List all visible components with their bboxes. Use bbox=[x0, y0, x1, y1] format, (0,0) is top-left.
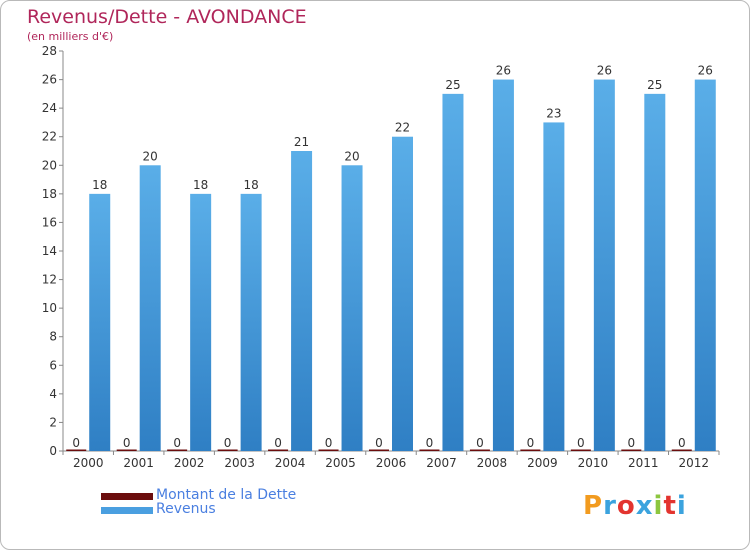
y-tick-label: 14 bbox=[42, 244, 57, 258]
legend-swatch-revenus bbox=[101, 507, 153, 514]
bar-revenus bbox=[593, 79, 615, 452]
bar-dette bbox=[520, 449, 541, 451]
y-tick-label: 2 bbox=[49, 415, 57, 429]
bar-dette bbox=[116, 449, 137, 451]
legend-label-dette: Montant de la Dette bbox=[156, 487, 297, 503]
y-tick-label: 4 bbox=[49, 387, 57, 401]
x-tick-label: 2010 bbox=[578, 456, 609, 470]
data-label-dette: 0 bbox=[173, 436, 181, 450]
x-tick-label: 2001 bbox=[123, 456, 154, 470]
data-label-revenus: 22 bbox=[395, 121, 410, 135]
bar-revenus bbox=[694, 79, 716, 452]
y-tick-label: 24 bbox=[42, 101, 57, 115]
bar-dette bbox=[671, 449, 692, 451]
chart-title: Revenus/Dette - AVONDANCE bbox=[27, 6, 307, 28]
data-label-dette: 0 bbox=[72, 436, 80, 450]
logo-letter: i bbox=[653, 491, 664, 521]
data-label-revenus: 26 bbox=[698, 64, 713, 78]
bar-dette bbox=[369, 449, 389, 451]
bar-revenus bbox=[341, 165, 363, 452]
legend-swatch-dette bbox=[101, 493, 153, 500]
data-label-dette: 0 bbox=[678, 436, 686, 450]
bar-revenus bbox=[291, 151, 313, 451]
bar-dette bbox=[66, 449, 87, 451]
logo-letter: r bbox=[603, 491, 617, 521]
data-label-revenus: 23 bbox=[546, 106, 561, 120]
bar-dette bbox=[419, 449, 440, 451]
x-tick-label: 2005 bbox=[325, 456, 356, 470]
x-tick-label: 2011 bbox=[628, 456, 659, 470]
bar-dette bbox=[217, 449, 238, 451]
y-tick-label: 6 bbox=[49, 358, 57, 372]
y-tick-label: 16 bbox=[42, 215, 57, 229]
data-label-dette: 0 bbox=[426, 436, 434, 450]
x-tick-label: 2008 bbox=[477, 456, 508, 470]
bar-revenus bbox=[644, 93, 666, 451]
bar-dette bbox=[469, 449, 490, 451]
logo-letter: x bbox=[635, 491, 654, 521]
data-label-dette: 0 bbox=[627, 436, 635, 450]
chart-subtitle: (en milliers d'€) bbox=[27, 30, 114, 43]
bar-dette bbox=[268, 449, 289, 451]
data-label-revenus: 20 bbox=[344, 149, 359, 163]
data-label-revenus: 25 bbox=[647, 78, 662, 92]
x-tick-label: 2004 bbox=[275, 456, 306, 470]
bar-dette bbox=[570, 449, 591, 451]
bar-revenus bbox=[392, 136, 413, 451]
x-tick-label: 2000 bbox=[73, 456, 104, 470]
data-label-dette: 0 bbox=[476, 436, 484, 450]
proxiti-logo: Proxiti bbox=[583, 491, 687, 521]
data-label-revenus: 26 bbox=[496, 64, 511, 78]
data-label-revenus: 21 bbox=[294, 135, 309, 149]
y-tick-label: 28 bbox=[42, 44, 57, 58]
y-tick-label: 26 bbox=[42, 73, 57, 87]
y-tick-label: 8 bbox=[49, 330, 57, 344]
bar-revenus bbox=[139, 165, 161, 452]
bar-revenus bbox=[442, 93, 464, 451]
y-tick-label: 0 bbox=[49, 444, 57, 458]
y-tick-label: 20 bbox=[42, 158, 57, 172]
logo-letter: i bbox=[676, 491, 687, 521]
legend-label-revenus: Revenus bbox=[156, 501, 216, 517]
bar-dette bbox=[318, 449, 339, 451]
y-tick-label: 22 bbox=[42, 130, 57, 144]
x-tick-label: 2002 bbox=[174, 456, 205, 470]
y-tick-label: 18 bbox=[42, 187, 57, 201]
data-label-revenus: 18 bbox=[193, 178, 208, 192]
data-label-dette: 0 bbox=[224, 436, 232, 450]
data-label-dette: 0 bbox=[577, 436, 585, 450]
data-label-dette: 0 bbox=[375, 436, 383, 450]
data-label-dette: 0 bbox=[325, 436, 333, 450]
bar-revenus bbox=[492, 79, 514, 452]
x-tick-label: 2009 bbox=[527, 456, 558, 470]
logo-letter: t bbox=[663, 491, 677, 521]
x-tick-label: 2003 bbox=[224, 456, 255, 470]
bar-revenus bbox=[240, 193, 262, 451]
data-label-dette: 0 bbox=[274, 436, 282, 450]
data-label-revenus: 18 bbox=[243, 178, 258, 192]
bar-revenus bbox=[89, 193, 111, 451]
data-label-dette: 0 bbox=[123, 436, 131, 450]
logo-letter: P bbox=[583, 491, 604, 521]
y-tick-label: 10 bbox=[42, 301, 57, 315]
bar-dette bbox=[167, 449, 188, 451]
bar-dette bbox=[621, 449, 642, 451]
y-tick-label: 12 bbox=[42, 273, 57, 287]
data-label-revenus: 20 bbox=[143, 149, 158, 163]
bar-revenus bbox=[190, 193, 212, 451]
x-tick-label: 2006 bbox=[376, 456, 407, 470]
logo-letter: o bbox=[616, 491, 636, 521]
data-label-revenus: 25 bbox=[445, 78, 460, 92]
data-label-revenus: 26 bbox=[597, 64, 612, 78]
bar-revenus bbox=[543, 122, 565, 451]
data-label-revenus: 18 bbox=[92, 178, 107, 192]
x-tick-label: 2007 bbox=[426, 456, 457, 470]
x-tick-label: 2012 bbox=[678, 456, 709, 470]
data-label-dette: 0 bbox=[527, 436, 535, 450]
